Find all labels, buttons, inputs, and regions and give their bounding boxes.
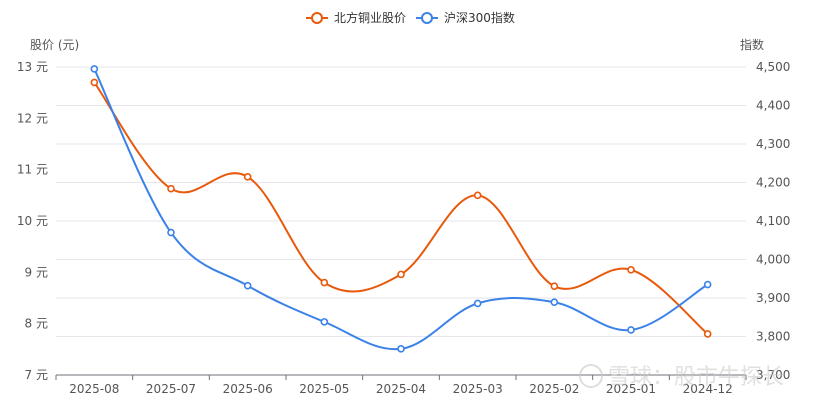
series-line-2 [93,68,709,351]
y-right-tick-label: 4,100 [756,214,790,228]
x-tick-label: 2025-02 [529,382,579,396]
legend-label: 北方铜业股价 [334,10,406,25]
data-point [243,281,252,290]
series-line-1 [93,81,709,335]
x-tick-label: 2025-03 [453,382,503,396]
data-point [627,326,635,334]
data-point [550,298,559,307]
series-lines [90,65,712,353]
legend-marker-icon [311,12,323,24]
y-left-tick-label: 9 元 [25,265,48,279]
x-tick-label: 2025-06 [223,382,273,396]
y-right-tick-label: 4,400 [756,99,790,113]
y-left-tick-label: 8 元 [25,317,48,331]
y-left-tick-label: 7 元 [25,368,48,382]
x-tick-label: 2025-08 [69,382,119,396]
data-point [90,65,99,73]
data-point [703,330,712,338]
y-right-tick-label: 3,700 [756,368,790,382]
y-left-tick-label: 13 元 [17,60,48,74]
data-point [703,280,712,289]
y-left-axis-title: 股价 (元) [30,38,79,52]
data-point [397,345,405,353]
x-tick-label: 2025-01 [606,382,656,396]
y-left-tick-label: 12 元 [17,111,48,125]
watermark: 雪球：股市牛探长 [579,364,784,390]
y-right-tick-label: 4,000 [756,253,790,267]
data-point [473,191,482,200]
y-left-tick-label: 11 元 [17,163,48,177]
data-point [397,270,405,279]
grid-lines [56,66,746,337]
data-point [243,173,252,181]
x-tick-label: 2025-05 [299,382,349,396]
y-right-tick-label: 3,800 [756,330,790,344]
legend-item[interactable]: 北方铜业股价 [306,10,406,25]
legend[interactable]: 北方铜业股价 沪深300指数 [306,10,515,25]
data-point [473,299,482,308]
y-left-tick-label: 10 元 [17,214,48,228]
x-tick-label: 2025-07 [146,382,196,396]
data-point [90,78,99,87]
y-right-tick-label: 4,300 [756,137,790,151]
watermark-logo-icon [579,364,603,388]
legend-marker-icon [421,12,433,24]
watermark-text: 雪球：股市牛探长 [608,365,784,390]
data-point [167,184,175,193]
y-right-tick-label: 4,200 [756,176,790,190]
legend-item[interactable]: 沪深300指数 [416,10,515,25]
y-right-axis-title: 指数 [740,37,764,52]
data-point [167,228,175,237]
legend-label: 沪深300指数 [444,10,515,25]
y-right-tick-label: 4,500 [756,60,790,74]
y-right-tick-label: 3,900 [756,291,790,305]
x-tick-label: 2025-04 [376,382,426,396]
axes: 3,700 3,800 3,900 4,000 4,100 4,200 4,300 4,400… [17,37,790,396]
data-point [627,265,635,274]
data-point [320,278,329,287]
x-tick-label: 2024-12 [683,382,733,396]
data-point [550,282,559,290]
data-point [320,318,329,326]
